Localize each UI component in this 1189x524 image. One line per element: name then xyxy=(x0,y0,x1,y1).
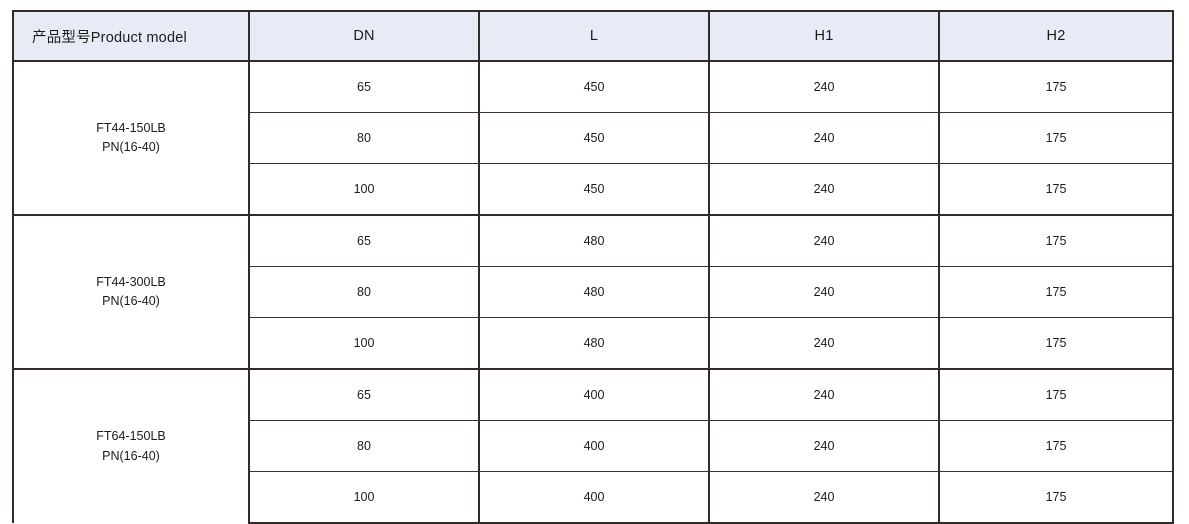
table-row: FT44-150LB PN(16-40) 65 450 240 175 xyxy=(12,60,1174,215)
model-pressure-rating: PN(16-40) xyxy=(102,294,160,308)
cell-h1: 240 xyxy=(708,60,940,113)
table-header: 产品型号Product model DN L H1 H2 xyxy=(12,10,1174,62)
model-pressure-rating: PN(16-40) xyxy=(102,140,160,154)
table-body: FT44-150LB PN(16-40) 65 450 240 175 80 4… xyxy=(12,60,1174,524)
cell-dn: 80 xyxy=(248,266,480,318)
specification-sheet: 产品型号Product model DN L H1 H2 FT44-150LB … xyxy=(12,10,1174,524)
cell-h1: 240 xyxy=(708,317,940,369)
cell-l: 480 xyxy=(478,266,710,318)
table-row: 100 480 240 175 xyxy=(13,317,1174,369)
cell-h2: 175 xyxy=(938,112,1174,164)
cell-l: 480 xyxy=(478,317,710,369)
model-label-cell: FT44-150LB PN(16-40) xyxy=(12,60,250,215)
model-name: FT44-300LB xyxy=(96,274,166,289)
table-header-row: 产品型号Product model DN L H1 H2 xyxy=(12,10,1174,62)
model-name: FT44-150LB xyxy=(96,120,166,135)
table-row: FT44-300LB PN(16-40) 65 480 240 175 xyxy=(12,214,1174,369)
cell-dn: 80 xyxy=(248,420,480,472)
cell-h1: 240 xyxy=(708,163,940,215)
cell-dn: 65 xyxy=(248,214,480,267)
cell-h1: 240 xyxy=(708,471,940,524)
cell-l: 400 xyxy=(478,471,710,524)
cell-h1: 240 xyxy=(708,368,940,421)
cell-h2: 175 xyxy=(938,317,1174,369)
cell-l: 480 xyxy=(478,214,710,267)
model-label-cell: FT44-300LB PN(16-40) xyxy=(12,214,250,369)
cell-dn: 100 xyxy=(248,317,480,369)
table-row: FT64-150LB PN(16-40) 65 400 240 175 xyxy=(12,368,1174,523)
table-row: 80 450 240 175 xyxy=(13,112,1174,164)
column-header-product-model: 产品型号Product model xyxy=(12,10,250,62)
cell-h1: 240 xyxy=(708,214,940,267)
table-row: 80 480 240 175 xyxy=(13,266,1174,318)
cell-h2: 175 xyxy=(938,368,1174,421)
cell-dn: 100 xyxy=(248,471,480,524)
cell-l: 400 xyxy=(478,368,710,421)
model-pressure-rating: PN(16-40) xyxy=(102,448,160,463)
cell-h2: 175 xyxy=(938,60,1174,113)
column-header-h2: H2 xyxy=(938,10,1174,62)
cell-h1: 240 xyxy=(708,266,940,318)
column-header-h1: H1 xyxy=(708,10,940,62)
product-dimension-table: 产品型号Product model DN L H1 H2 FT44-150LB … xyxy=(12,10,1174,524)
cell-l: 450 xyxy=(478,60,710,113)
cell-h1: 240 xyxy=(708,112,940,164)
cell-h1: 240 xyxy=(708,420,940,472)
model-label-cell: FT64-150LB PN(16-40) xyxy=(12,368,250,523)
table-row: 80 400 240 175 xyxy=(13,420,1174,472)
cell-h2: 175 xyxy=(938,266,1174,318)
cell-l: 450 xyxy=(478,112,710,164)
column-header-dn: DN xyxy=(248,10,480,62)
cell-h2: 175 xyxy=(938,471,1174,524)
cell-dn: 100 xyxy=(248,163,480,215)
model-name: FT64-150LB xyxy=(96,429,166,444)
cell-h2: 175 xyxy=(938,420,1174,472)
cell-h2: 175 xyxy=(938,163,1174,215)
table-row: 100 450 240 175 xyxy=(13,163,1174,215)
cell-dn: 65 xyxy=(248,60,480,113)
cell-h2: 175 xyxy=(938,214,1174,267)
cell-dn: 65 xyxy=(248,368,480,421)
cell-l: 450 xyxy=(478,163,710,215)
cell-dn: 80 xyxy=(248,112,480,164)
column-header-l: L xyxy=(478,10,710,62)
cell-l: 400 xyxy=(478,420,710,472)
